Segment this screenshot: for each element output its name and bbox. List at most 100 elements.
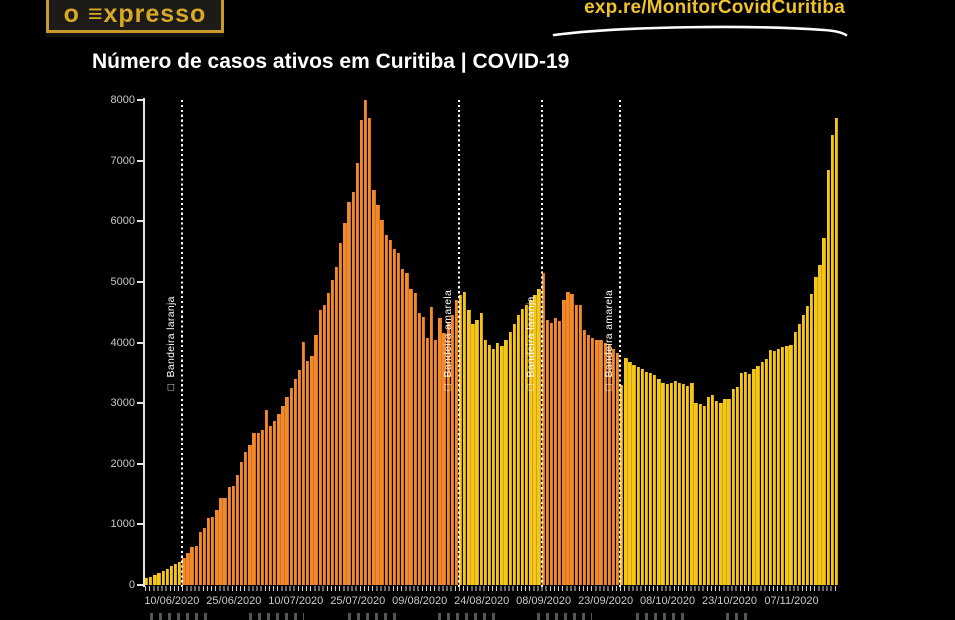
bar-day-104[interactable] — [574, 304, 578, 585]
bar-day-147[interactable] — [752, 369, 756, 585]
bar-day-53[interactable] — [363, 100, 368, 585]
bar-day-80[interactable] — [475, 320, 479, 585]
bar-day-16[interactable] — [211, 517, 215, 585]
bar-day-76[interactable] — [458, 295, 463, 585]
bar-day-62[interactable] — [401, 268, 405, 585]
bar-day-153[interactable] — [777, 348, 781, 585]
bar-day-137[interactable] — [710, 395, 715, 585]
bar-day-11[interactable] — [190, 546, 194, 585]
bar-day-93[interactable] — [529, 300, 533, 585]
bar-day-89[interactable] — [512, 323, 516, 585]
bar-day-43[interactable] — [322, 304, 326, 585]
bar-day-68[interactable] — [425, 338, 430, 585]
bar-day-25[interactable] — [248, 444, 252, 585]
bar-day-14[interactable] — [202, 528, 207, 585]
bar-day-166[interactable] — [830, 135, 835, 585]
bar-day-60[interactable] — [392, 248, 397, 585]
bar-day-134[interactable] — [698, 404, 702, 585]
bar-day-100[interactable] — [558, 321, 562, 585]
bar-day-83[interactable] — [487, 344, 492, 585]
bar-day-122[interactable] — [648, 372, 653, 585]
bar-day-22[interactable] — [235, 474, 240, 585]
bar-day-115[interactable] — [620, 384, 624, 585]
bar-day-118[interactable] — [632, 364, 636, 585]
bar-day-58[interactable] — [384, 235, 388, 585]
bar-day-102[interactable] — [566, 291, 570, 585]
bar-day-72[interactable] — [442, 333, 446, 585]
monitor-url-link[interactable]: exp.re/MonitorCovidCuritiba — [584, 0, 845, 18]
bar-day-46[interactable] — [335, 266, 339, 585]
bar-day-159[interactable] — [801, 315, 806, 585]
bar-day-88[interactable] — [508, 331, 512, 585]
bar-day-7[interactable] — [173, 564, 178, 585]
bar-day-152[interactable] — [772, 351, 777, 585]
bar-day-23[interactable] — [240, 461, 244, 585]
bar-day-69[interactable] — [430, 306, 434, 585]
bar-day-50[interactable] — [351, 192, 355, 585]
bar-day-95[interactable] — [537, 289, 541, 585]
bar-day-129[interactable] — [677, 383, 682, 585]
bar-day-31[interactable] — [273, 421, 277, 585]
bar-day-128[interactable] — [673, 381, 678, 585]
bar-day-45[interactable] — [330, 280, 335, 585]
bar-day-5[interactable] — [165, 568, 169, 585]
bar-day-78[interactable] — [467, 310, 471, 585]
bar-day-157[interactable] — [793, 331, 797, 585]
bar-day-54[interactable] — [368, 118, 372, 585]
bar-day-74[interactable] — [450, 315, 455, 585]
bar-day-19[interactable] — [223, 498, 227, 585]
bar-day-138[interactable] — [715, 401, 719, 585]
bar-day-101[interactable] — [562, 300, 566, 585]
bar-day-148[interactable] — [756, 366, 760, 585]
bar-day-13[interactable] — [198, 531, 203, 585]
bar-day-146[interactable] — [748, 374, 752, 585]
bar-day-37[interactable] — [297, 369, 302, 585]
bar-day-143[interactable] — [735, 387, 740, 585]
bar-day-70[interactable] — [434, 340, 438, 585]
bar-day-33[interactable] — [281, 406, 285, 585]
bar-day-116[interactable] — [624, 358, 628, 585]
bar-day-160[interactable] — [805, 306, 810, 585]
bar-day-126[interactable] — [665, 384, 669, 585]
bar-day-92[interactable] — [525, 304, 529, 585]
bar-day-47[interactable] — [339, 243, 343, 585]
bar-day-42[interactable] — [318, 310, 322, 585]
bar-day-130[interactable] — [682, 384, 686, 585]
bar-day-9[interactable] — [182, 558, 186, 585]
bar-day-36[interactable] — [293, 378, 298, 585]
bar-day-145[interactable] — [743, 371, 748, 585]
bar-day-71[interactable] — [438, 318, 442, 585]
bar-day-6[interactable] — [169, 566, 174, 585]
bar-day-75[interactable] — [454, 300, 459, 585]
bar-day-106[interactable] — [582, 329, 587, 585]
bar-day-17[interactable] — [215, 509, 219, 585]
bar-day-3[interactable] — [157, 573, 161, 585]
bar-day-139[interactable] — [719, 403, 723, 585]
bar-day-51[interactable] — [355, 163, 359, 585]
bar-day-81[interactable] — [479, 313, 483, 585]
bar-day-39[interactable] — [306, 360, 310, 585]
bar-day-77[interactable] — [463, 291, 467, 585]
bar-day-120[interactable] — [640, 368, 645, 585]
bar-day-48[interactable] — [343, 223, 347, 585]
bar-day-4[interactable] — [161, 571, 165, 585]
bar-day-86[interactable] — [500, 346, 504, 585]
bar-day-49[interactable] — [347, 201, 351, 585]
bar-day-32[interactable] — [277, 414, 281, 585]
bar-day-8[interactable] — [178, 561, 182, 585]
bar-day-165[interactable] — [826, 170, 830, 585]
bar-day-97[interactable] — [545, 320, 550, 585]
bar-day-142[interactable] — [731, 388, 735, 585]
bar-day-161[interactable] — [810, 294, 814, 585]
bar-day-52[interactable] — [359, 120, 364, 585]
bar-day-84[interactable] — [492, 348, 496, 585]
bar-day-144[interactable] — [739, 373, 744, 585]
bar-day-85[interactable] — [496, 343, 500, 585]
bar-day-55[interactable] — [372, 190, 376, 585]
bar-day-140[interactable] — [723, 398, 727, 585]
bar-day-44[interactable] — [326, 293, 331, 585]
bar-day-114[interactable] — [615, 353, 620, 585]
bar-day-112[interactable] — [607, 344, 611, 585]
bar-day-121[interactable] — [644, 371, 649, 585]
bar-day-21[interactable] — [231, 485, 236, 585]
